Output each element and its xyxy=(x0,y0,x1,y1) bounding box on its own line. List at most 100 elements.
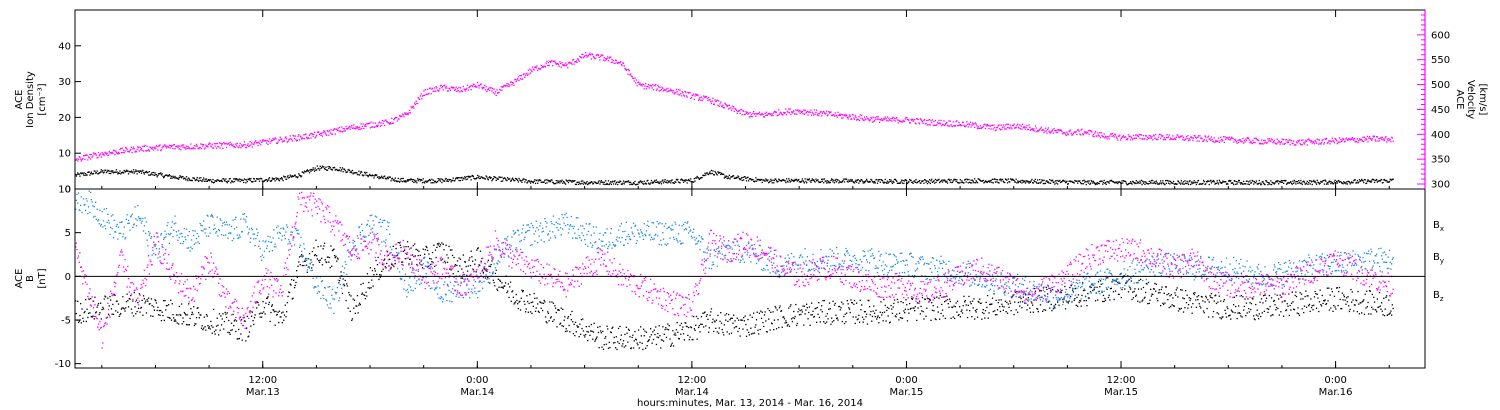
data-point xyxy=(1290,139,1292,141)
data-point xyxy=(308,253,311,255)
data-point xyxy=(396,116,398,119)
data-point xyxy=(268,140,270,143)
data-point xyxy=(318,131,320,133)
data-point xyxy=(311,169,313,171)
data-point xyxy=(507,283,509,285)
data-point xyxy=(286,141,288,143)
data-point xyxy=(843,178,845,180)
data-point xyxy=(319,165,321,167)
data-point xyxy=(1293,182,1295,184)
data-point xyxy=(816,180,818,182)
data-point xyxy=(183,311,185,314)
data-point xyxy=(1132,134,1135,136)
data-point xyxy=(443,180,445,182)
data-point xyxy=(502,85,504,88)
data-point xyxy=(543,181,545,183)
data-point xyxy=(957,182,959,184)
data-point xyxy=(1253,137,1255,140)
data-point xyxy=(872,116,874,118)
data-point xyxy=(646,180,648,182)
data-point xyxy=(189,179,191,182)
data-point xyxy=(668,325,670,327)
data-point xyxy=(90,154,92,156)
data-point xyxy=(1191,137,1193,139)
data-point xyxy=(758,333,760,335)
data-point xyxy=(382,122,384,125)
data-point xyxy=(423,257,425,259)
data-point xyxy=(389,176,391,178)
data-point xyxy=(1215,140,1217,142)
data-point xyxy=(744,113,746,115)
data-point xyxy=(299,135,301,137)
data-point xyxy=(643,335,645,337)
data-point xyxy=(981,318,983,320)
data-point xyxy=(813,109,816,111)
data-point xyxy=(955,302,957,304)
data-point xyxy=(1355,140,1357,143)
data-point xyxy=(878,118,880,120)
data-point xyxy=(246,315,248,318)
data-point xyxy=(699,97,701,99)
data-point xyxy=(89,174,91,176)
data-point xyxy=(1047,128,1049,131)
data-point xyxy=(955,120,957,123)
data-point xyxy=(853,118,856,120)
data-point xyxy=(90,172,92,175)
data-point xyxy=(1085,183,1087,186)
data-point xyxy=(1091,180,1093,183)
data-point xyxy=(110,172,112,175)
data-point xyxy=(777,319,779,321)
data-point xyxy=(446,261,449,263)
data-point xyxy=(396,180,398,183)
data-point xyxy=(726,177,728,180)
data-point xyxy=(263,307,266,309)
data-point xyxy=(87,156,90,158)
data-point xyxy=(492,178,494,181)
data-point xyxy=(1197,180,1199,182)
data-point xyxy=(93,170,95,172)
data-point xyxy=(395,116,397,119)
data-point xyxy=(569,62,571,64)
data-point xyxy=(269,320,271,323)
data-point xyxy=(318,167,320,170)
data-point xyxy=(766,180,768,182)
data-point xyxy=(1113,181,1115,183)
data-point xyxy=(614,62,616,64)
data-point xyxy=(200,143,202,145)
data-point xyxy=(1351,138,1353,141)
data-point xyxy=(894,315,896,317)
data-point xyxy=(253,142,256,144)
data-point xyxy=(298,174,301,176)
data-point xyxy=(1328,140,1330,142)
data-point xyxy=(265,179,267,181)
data-point xyxy=(460,277,462,279)
data-point xyxy=(598,180,600,182)
data-point xyxy=(137,302,139,304)
data-point xyxy=(348,125,351,128)
data-point xyxy=(741,319,743,321)
data-point xyxy=(768,182,770,184)
data-point xyxy=(444,260,446,262)
data-point xyxy=(496,177,498,179)
data-point xyxy=(1228,136,1230,138)
data-point xyxy=(956,179,958,181)
data-point xyxy=(756,113,758,115)
data-point xyxy=(533,180,535,182)
data-point xyxy=(127,300,129,302)
data-point xyxy=(1170,138,1172,140)
data-point xyxy=(147,171,149,173)
data-point xyxy=(1326,182,1328,184)
data-point xyxy=(193,306,195,308)
data-point xyxy=(232,181,234,183)
data-point xyxy=(580,333,582,335)
data-point xyxy=(150,147,153,150)
data-point xyxy=(243,144,245,146)
data-point xyxy=(234,178,236,180)
data-point xyxy=(1178,182,1180,184)
data-point xyxy=(1263,182,1265,184)
data-point xyxy=(595,181,597,184)
data-point xyxy=(121,147,123,149)
data-point xyxy=(873,121,875,123)
data-point xyxy=(1330,182,1332,185)
data-point xyxy=(1336,139,1338,142)
